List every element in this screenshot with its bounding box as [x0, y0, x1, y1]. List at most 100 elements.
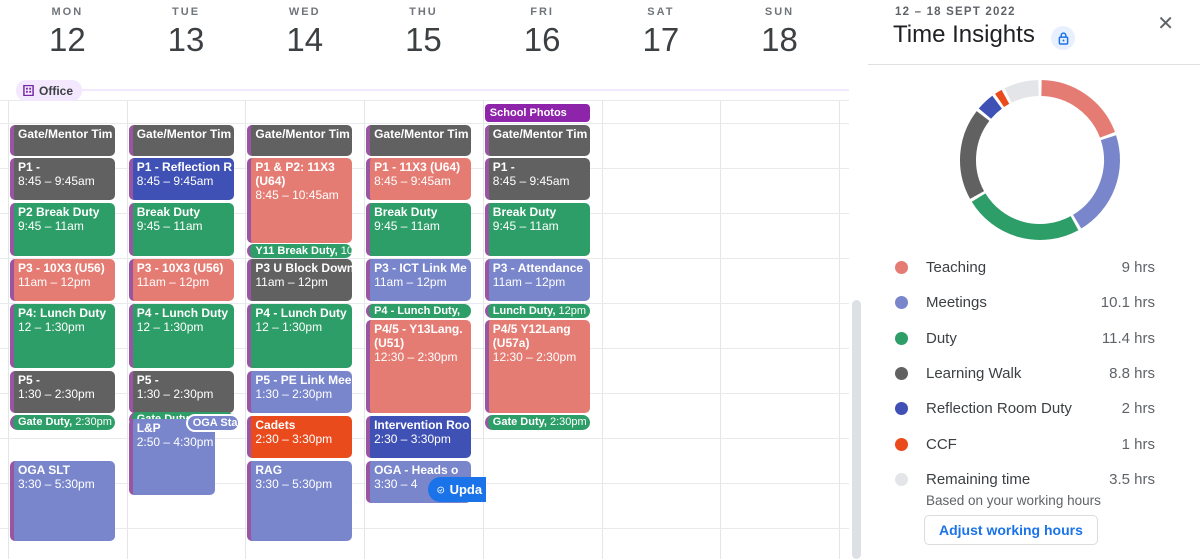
event-title: Break Duty — [136, 205, 201, 219]
day-name: MON — [51, 6, 84, 18]
legend-item: Remaining time 3.5 hrs — [895, 462, 1155, 497]
calendar-event[interactable]: P3 - ICT Link Me 11am – 12pm — [366, 259, 472, 301]
event-time: 12:30 – 2:30pm — [492, 350, 577, 364]
legend-value: 8.8 hrs — [1109, 365, 1155, 383]
calendar-event[interactable]: P5 -1:30 – 2:30pm — [128, 371, 234, 413]
event-title: P4/5 Y12Lang (U57a) — [492, 322, 571, 350]
calendar-event[interactable]: Gate Duty, 2:30pm — [10, 415, 115, 430]
event-time: 12 – 1:30pm — [136, 320, 204, 334]
working-hours-note: Based on your working hours — [926, 493, 1101, 508]
calendar-event[interactable]: P4/5 - Y13Lang. (U51) 12:30 – 2:30pm — [366, 320, 472, 413]
calendar-event[interactable]: Intervention Roo 2:30 – 3:30pm — [366, 416, 472, 458]
calendar-event[interactable]: P2 Break Duty 9:45 – 11am — [10, 203, 115, 256]
calendar-event[interactable]: School Photos — [484, 104, 590, 122]
day-name: TUE — [172, 6, 201, 18]
close-button[interactable]: ✕ — [1153, 10, 1178, 38]
calendar-event[interactable]: P5 - PE Link Mee 1:30 – 2:30pm — [247, 371, 353, 413]
calendar-event[interactable]: P3 - Attendance 11am – 12pm — [484, 259, 590, 301]
day-number[interactable]: 13 — [167, 21, 205, 58]
calendar-event[interactable]: Gate/Mentor Tim — [484, 125, 590, 156]
calendar-event[interactable]: Gate/Mentor Tim — [366, 125, 472, 156]
calendar-event[interactable]: P4 - Lunch Duty 12 – 1:30pm — [247, 304, 353, 368]
calendar-event[interactable]: OGA SLT 3:30 – 5:30pm — [10, 461, 115, 541]
calendar-event[interactable]: P3 U Block Down 11am – 12pm — [247, 259, 353, 301]
calendar-event[interactable]: P1 & P2: 11X3 (U64) 8:45 – 10:45am — [247, 158, 353, 243]
day-number[interactable]: 17 — [642, 21, 680, 58]
day-number[interactable]: 15 — [405, 21, 442, 58]
legend-value: 10.1 hrs — [1100, 294, 1155, 312]
calendar-event[interactable]: Break Duty 9:45 – 11am — [484, 203, 590, 256]
legend-dot — [895, 261, 908, 275]
event-title: P3 - Attendance — [492, 261, 584, 275]
calendar-event[interactable]: P1 - Reflection R 8:45 – 9:45am — [128, 158, 234, 200]
legend-label: Teaching — [926, 259, 987, 277]
legend-label: CCF — [926, 435, 957, 453]
legend-item: Teaching 9 hrs — [895, 250, 1155, 285]
day-name: WED — [288, 6, 321, 18]
grid-line — [601, 100, 603, 559]
panel-title: Time Insights — [893, 21, 1035, 48]
event-time: 11am – 12pm — [18, 275, 91, 289]
calendar-event[interactable]: P4: Lunch Duty 12 – 1:30pm — [10, 304, 115, 368]
day-header: FRI 16 — [483, 6, 602, 58]
calendar-event[interactable]: RAG 3:30 – 5:30pm — [247, 461, 353, 541]
event-time: 12 – 1:30pm — [18, 320, 85, 334]
grid-line — [126, 100, 128, 559]
grid-line — [364, 100, 366, 559]
calendar-event[interactable]: P4 - Lunch Duty 12 – 1:30pm — [128, 304, 234, 368]
check-circle-icon — [437, 486, 445, 493]
event-time: 2:30 – 3:30pm — [255, 432, 333, 446]
adjust-working-hours-button[interactable]: Adjust working hours — [924, 515, 1098, 545]
working-location-chip[interactable]: Office — [16, 80, 83, 101]
day-number[interactable]: 16 — [523, 21, 561, 58]
calendar-event[interactable]: P4/5 Y12Lang (U57a) 12:30 – 2:30pm — [484, 320, 590, 413]
calendar-event[interactable]: Break Duty 9:45 – 11am — [128, 203, 234, 256]
calendar-event[interactable]: Lunch Duty, 12pm — [484, 304, 590, 318]
legend-dot — [895, 296, 908, 310]
calendar-event[interactable]: Gate Duty, 2:30pm — [484, 415, 590, 430]
event-title: Intervention Roo — [374, 418, 470, 432]
grid-line — [0, 100, 849, 101]
grid-line — [720, 100, 722, 559]
calendar-event[interactable]: Gate/Mentor Tim — [128, 125, 234, 156]
calendar-event[interactable]: Cadets 2:30 – 3:30pm — [247, 416, 353, 458]
calendar-event[interactable]: P1 - 11X3 (U64) 8:45 – 9:45am — [366, 158, 472, 200]
event-title: L&P — [136, 421, 161, 435]
event-title: Gate/Mentor Tim — [492, 127, 588, 141]
event-title: Break Duty — [374, 205, 438, 219]
calendar-event[interactable]: Break Duty 9:45 – 11am — [366, 203, 472, 256]
calendar-event[interactable]: Gate/Mentor Tim — [247, 125, 353, 156]
day-number[interactable]: 12 — [48, 21, 86, 58]
calendar-event[interactable]: Gate/Mentor Tim — [10, 125, 115, 156]
calendar-event[interactable]: P3 - 10X3 (U56) 11am – 12pm — [10, 259, 115, 301]
calendar-event[interactable]: P3 - 10X3 (U56) 11am – 12pm — [128, 259, 234, 301]
calendar-event[interactable]: OGA Sta — [185, 414, 240, 432]
legend-item: Meetings 10.1 hrs — [895, 285, 1155, 320]
event-time: 10 — [340, 244, 353, 257]
calendar-event[interactable]: P4 - Lunch Duty, — [366, 304, 472, 318]
event-title: P5 - PE Link Mee — [255, 373, 352, 387]
event-title: P4: Lunch Duty — [18, 306, 107, 320]
legend-item: Duty 11.4 hrs — [895, 321, 1155, 356]
event-time: 1:30 – 2:30pm — [255, 387, 333, 401]
calendar-event[interactable]: Y11 Break Duty, 10 — [247, 244, 353, 258]
legend-item: Learning Walk 8.8 hrs — [895, 356, 1155, 391]
legend-value: 11.4 hrs — [1101, 329, 1155, 347]
grid-line — [838, 100, 840, 559]
date-range: 12 – 18 SEPT 2022 — [895, 6, 1016, 18]
day-number[interactable]: 18 — [761, 21, 798, 58]
calendar-event[interactable]: P1 -8:45 – 9:45am — [484, 158, 590, 200]
calendar-event[interactable]: P5 -1:30 – 2:30pm — [10, 371, 115, 413]
event-time: 11am – 12pm — [374, 275, 447, 289]
event-time: 1:30 – 2:30pm — [136, 387, 214, 401]
day-number[interactable]: 14 — [286, 21, 324, 58]
update-toast-button[interactable]: Upda — [428, 477, 487, 502]
calendar-event[interactable]: P1 -8:45 – 9:45am — [10, 158, 115, 200]
event-title: P4/5 - Y13Lang. (U51) — [374, 322, 463, 350]
day-name: SAT — [647, 6, 675, 18]
working-location-label: Office — [39, 83, 74, 98]
scrollbar-thumb[interactable] — [852, 300, 861, 559]
legend-value: 3.5 hrs — [1109, 470, 1155, 488]
legend-label: Reflection Room Duty — [926, 400, 1072, 418]
day-header: WED 14 — [245, 6, 364, 58]
